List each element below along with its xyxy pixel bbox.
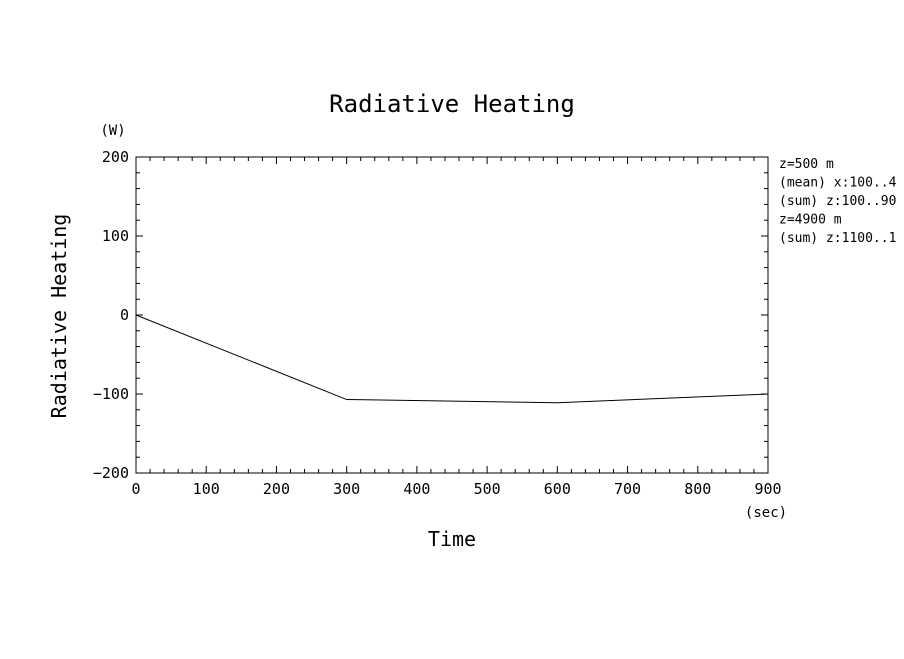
annotation-text: (sum) z:100..90: [779, 194, 896, 209]
chart-title: Radiative Heating: [329, 90, 575, 118]
x-axis-title: Time: [428, 527, 476, 551]
x-tick-label: 200: [263, 480, 290, 498]
annotation-text: (mean) x:100..4: [779, 176, 897, 191]
x-tick-label: 800: [684, 480, 711, 498]
y-tick-label: −200: [93, 464, 129, 482]
x-tick-label: 100: [193, 480, 220, 498]
axis-ticks: [135, 156, 769, 474]
x-axis-unit: (sec): [745, 505, 787, 521]
y-tick-label: 0: [120, 306, 129, 324]
y-tick-label: −100: [93, 385, 129, 403]
series-line: [135, 314, 769, 404]
annotation-text: z=500 m: [779, 157, 834, 172]
x-tick-label: 600: [544, 480, 571, 498]
y-tick-label: 200: [102, 148, 129, 166]
x-tick-label: 700: [614, 480, 641, 498]
plot-area-frame: [135, 156, 769, 474]
x-tick-label: 500: [474, 480, 501, 498]
x-tick-label: 300: [333, 480, 360, 498]
axis-tick-labels: 0 100 200 300 400 500 600 700 800 900 200 100 0 −100 −…: [93, 148, 782, 498]
x-tick-label: 0: [131, 480, 140, 498]
x-tick-label: 400: [403, 480, 430, 498]
y-axis-title: Radiative Heating: [47, 214, 71, 419]
x-tick-label: 900: [754, 480, 781, 498]
y-axis-unit: (W): [100, 123, 125, 139]
annotation-text: z=4900 m: [779, 213, 842, 228]
series-layer: [135, 314, 769, 404]
legend-notes: z=500 m (mean) x:100..4 (sum) z:100..90 z=4…: [779, 157, 897, 246]
y-tick-label: 100: [102, 227, 129, 245]
annotation-text: (sum) z:1100..1: [779, 231, 896, 246]
